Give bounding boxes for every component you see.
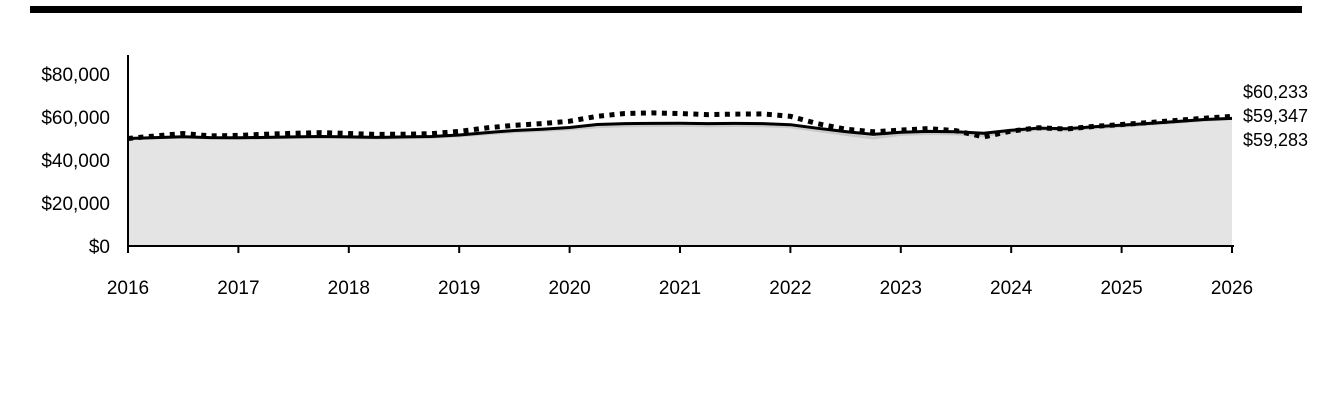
end-value-label: $59,283 [1243,130,1309,150]
x-axis-label: 2023 [880,278,922,299]
x-axis-label: 2026 [1211,278,1253,299]
y-axis-label: $80,000 [41,65,110,86]
chart-legend: Admiral Shares Bloomberg U.S. 1-5 Year T… [0,330,1332,420]
x-axis-label: 2018 [328,278,370,299]
x-axis-label: 2017 [217,278,259,299]
x-axis-label: 2022 [769,278,811,299]
x-axis-label: 2020 [548,278,590,299]
x-axis-label: 2019 [438,278,480,299]
series-line-bloomberg-u-s-aggregate-bond-index [127,110,1233,141]
y-axis-label: $0 [89,237,110,258]
top-divider-rule [30,6,1302,13]
end-value-label: $60,233 [1243,82,1309,102]
x-axis-label: 2016 [107,278,149,299]
end-value-label: $59,347 [1243,106,1309,126]
x-axis-label: 2021 [659,278,701,299]
growth-of-investment-chart: 2016 2017 2018 2019 2020 2021 2022 2023 2024 2025… [41,55,1309,299]
y-axis-label: $40,000 [41,151,110,172]
x-axis-label: 2024 [990,278,1033,299]
y-axis-label: $20,000 [41,194,110,215]
x-axis-label: 2025 [1100,278,1142,299]
admiral-shares-area-fill [128,118,1232,246]
y-axis-label: $60,000 [41,108,110,129]
chart-canvas: 2016 2017 2018 2019 2020 2021 2022 2023 2024 2025… [41,55,1253,299]
